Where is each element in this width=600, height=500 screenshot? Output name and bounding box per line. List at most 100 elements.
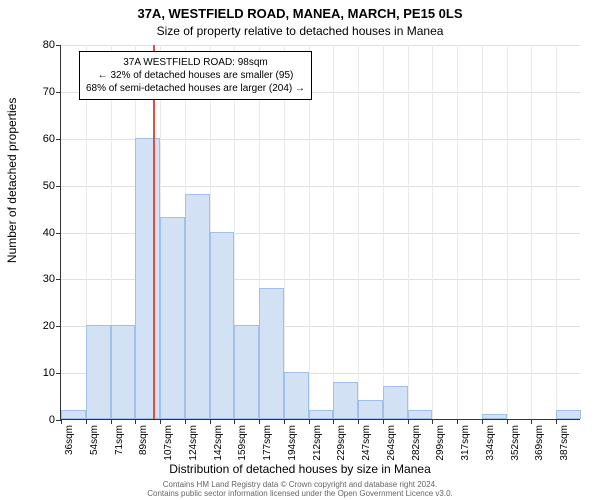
histogram-bar: [309, 410, 334, 419]
histogram-bar: [234, 325, 259, 419]
histogram-bar: [482, 414, 507, 419]
xtick-mark: [111, 419, 112, 424]
xtick-mark: [383, 419, 384, 424]
xtick-mark: [333, 419, 334, 424]
gridline-v: [556, 45, 557, 419]
xtick-label: 387sqm: [559, 425, 570, 461]
annotation-line2: ← 32% of detached houses are smaller (95…: [86, 69, 305, 82]
gridline-v: [309, 45, 310, 419]
ytick-label: 60: [25, 133, 55, 145]
xtick-label: 194sqm: [287, 425, 298, 461]
gridline-v: [408, 45, 409, 419]
footer-line2: Contains public sector information licen…: [147, 489, 453, 498]
xtick-mark: [309, 419, 310, 424]
gridline-v: [284, 45, 285, 419]
annotation-line3: 68% of semi-detached houses are larger (…: [86, 82, 305, 95]
xtick-mark: [210, 419, 211, 424]
ytick-label: 0: [25, 414, 55, 426]
ytick-mark: [56, 92, 61, 93]
xtick-label: 107sqm: [163, 425, 174, 461]
xtick-mark: [408, 419, 409, 424]
xtick-label: 229sqm: [336, 425, 347, 461]
xtick-mark: [358, 419, 359, 424]
x-axis-label: Distribution of detached houses by size …: [0, 462, 600, 476]
gridline-v: [482, 45, 483, 419]
ytick-label: 40: [25, 227, 55, 239]
histogram-bar: [86, 325, 111, 419]
xtick-label: 89sqm: [138, 425, 149, 455]
histogram-bar: [185, 194, 210, 419]
reference-line: [153, 45, 155, 419]
xtick-label: 36sqm: [64, 425, 75, 455]
histogram-plot: 37A WESTFIELD ROAD: 98sqm← 32% of detach…: [60, 45, 580, 420]
gridline-h: [61, 45, 580, 46]
xtick-mark: [507, 419, 508, 424]
histogram-bar: [160, 217, 185, 419]
page-title: 37A, WESTFIELD ROAD, MANEA, MARCH, PE15 …: [0, 6, 600, 21]
xtick-label: 247sqm: [361, 425, 372, 461]
xtick-label: 71sqm: [114, 425, 125, 455]
xtick-label: 212sqm: [312, 425, 323, 461]
histogram-bar: [135, 138, 160, 419]
y-axis-label: Number of detached properties: [5, 98, 19, 263]
gridline-v: [333, 45, 334, 419]
histogram-bar: [210, 232, 235, 420]
xtick-mark: [234, 419, 235, 424]
footer-line1: Contains HM Land Registry data © Crown c…: [163, 480, 438, 489]
histogram-bar: [333, 382, 358, 420]
gridline-v: [383, 45, 384, 419]
ytick-mark: [56, 373, 61, 374]
xtick-mark: [259, 419, 260, 424]
ytick-mark: [56, 233, 61, 234]
xtick-mark: [185, 419, 186, 424]
xtick-mark: [135, 419, 136, 424]
xtick-mark: [284, 419, 285, 424]
ytick-label: 70: [25, 86, 55, 98]
ytick-label: 30: [25, 273, 55, 285]
histogram-bar: [284, 372, 309, 419]
xtick-label: 142sqm: [213, 425, 224, 461]
ytick-mark: [56, 279, 61, 280]
footer-attribution: Contains HM Land Registry data © Crown c…: [10, 480, 590, 498]
ytick-mark: [56, 139, 61, 140]
histogram-bar: [111, 325, 136, 419]
xtick-mark: [86, 419, 87, 424]
gridline-v: [358, 45, 359, 419]
ytick-label: 50: [25, 180, 55, 192]
xtick-label: 282sqm: [411, 425, 422, 461]
xtick-label: 54sqm: [89, 425, 100, 455]
xtick-label: 369sqm: [534, 425, 545, 461]
histogram-bar: [259, 288, 284, 419]
xtick-mark: [160, 419, 161, 424]
xtick-mark: [61, 419, 62, 424]
ytick-label: 10: [25, 367, 55, 379]
xtick-mark: [482, 419, 483, 424]
ytick-mark: [56, 326, 61, 327]
histogram-bar: [383, 386, 408, 419]
xtick-label: 124sqm: [188, 425, 199, 461]
annotation-line1: 37A WESTFIELD ROAD: 98sqm: [86, 56, 305, 69]
xtick-mark: [531, 419, 532, 424]
xtick-label: 177sqm: [262, 425, 273, 461]
histogram-bar: [556, 410, 581, 419]
chart-subtitle: Size of property relative to detached ho…: [0, 24, 600, 38]
gridline-v: [457, 45, 458, 419]
xtick-label: 159sqm: [237, 425, 248, 461]
histogram-bar: [358, 400, 383, 419]
xtick-label: 264sqm: [386, 425, 397, 461]
gridline-v: [507, 45, 508, 419]
xtick-mark: [432, 419, 433, 424]
xtick-label: 317sqm: [460, 425, 471, 461]
histogram-bar: [408, 410, 433, 419]
xtick-label: 299sqm: [435, 425, 446, 461]
ytick-label: 80: [25, 39, 55, 51]
xtick-mark: [556, 419, 557, 424]
xtick-label: 352sqm: [510, 425, 521, 461]
histogram-bar: [61, 410, 86, 419]
gridline-v: [432, 45, 433, 419]
annotation-box: 37A WESTFIELD ROAD: 98sqm← 32% of detach…: [79, 51, 312, 100]
ytick-mark: [56, 186, 61, 187]
xtick-mark: [457, 419, 458, 424]
gridline-v: [531, 45, 532, 419]
xtick-label: 334sqm: [485, 425, 496, 461]
